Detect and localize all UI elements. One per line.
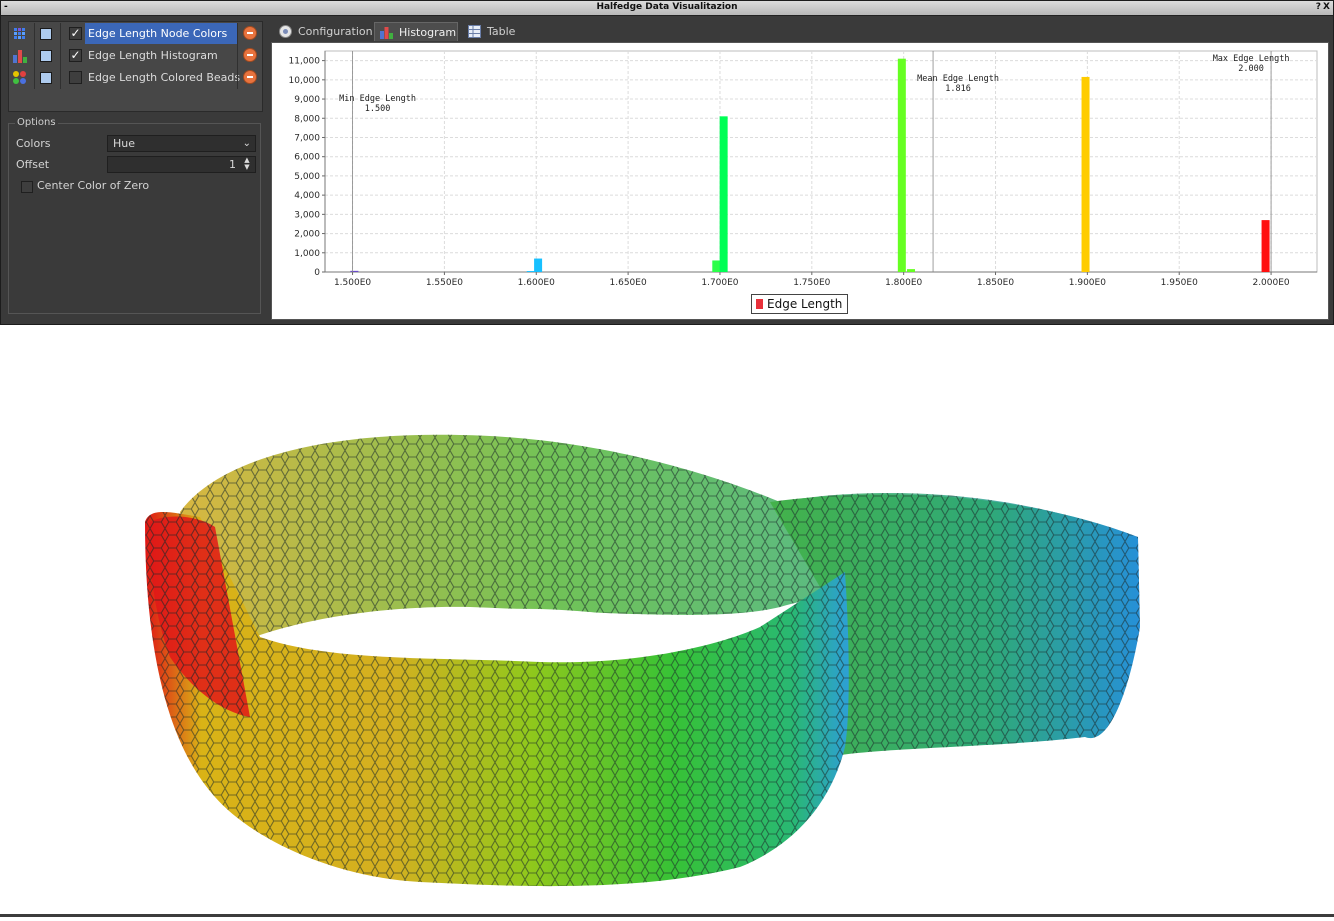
histogram-icon xyxy=(380,26,393,39)
x-tick-label: 1.700E0 xyxy=(701,278,738,288)
plot-area xyxy=(324,50,1318,273)
stat-marker-value: 1.816 xyxy=(945,84,971,94)
center-zero-checkbox[interactable] xyxy=(21,181,33,193)
colored-beads-icon xyxy=(12,70,28,86)
halfedge-data-window: - Halfedge Data Visualitazion ? X ✓ Edge… xyxy=(0,0,1334,325)
tab-label: Configuration xyxy=(298,25,373,38)
histogram-bar xyxy=(907,269,916,272)
x-tick-label: 1.950E0 xyxy=(1161,278,1198,288)
tab-configuration[interactable]: Configuration xyxy=(274,22,373,41)
layer-list: ✓ Edge Length Node Colors ✓ Edge Leng xyxy=(8,21,263,112)
legend-label: Edge Length xyxy=(767,297,843,311)
offset-value: 1 xyxy=(229,158,236,171)
options-legend: Options xyxy=(15,117,58,128)
left-panel: ✓ Edge Length Node Colors ✓ Edge Leng xyxy=(8,21,263,314)
layer-row-histogram[interactable]: ✓ Edge Length Histogram xyxy=(10,45,261,67)
x-tick-label: 1.750E0 xyxy=(793,278,830,288)
y-tick-label: 10,000 xyxy=(289,76,321,86)
help-button[interactable]: ? xyxy=(1315,2,1321,12)
y-tick-label: 0 xyxy=(314,268,320,278)
x-tick-label: 1.900E0 xyxy=(1069,278,1106,288)
visibility-toggle[interactable] xyxy=(40,72,52,84)
x-tick-label: 1.550E0 xyxy=(426,278,463,288)
visibility-toggle[interactable] xyxy=(40,28,52,40)
tab-histogram[interactable]: Histogram xyxy=(374,22,458,41)
table-icon xyxy=(468,25,481,38)
chevron-down-icon: ⌄ xyxy=(242,138,251,149)
histogram-bar xyxy=(719,116,728,272)
y-tick-label: 4,000 xyxy=(294,191,320,201)
tab-table[interactable]: Table xyxy=(463,22,523,41)
colors-select-value: Hue xyxy=(113,137,136,150)
y-tick-label: 3,000 xyxy=(294,210,320,220)
histogram-icon xyxy=(12,48,28,64)
histogram-bar xyxy=(897,58,906,273)
remove-layer-button[interactable] xyxy=(243,26,257,40)
stat-marker-value: 1.500 xyxy=(365,104,391,114)
y-tick-label: 6,000 xyxy=(294,153,320,163)
close-button[interactable]: X xyxy=(1323,2,1330,12)
colors-select[interactable]: Hue ⌄ xyxy=(107,135,256,152)
y-tick-label: 8,000 xyxy=(294,114,320,124)
y-tick-label: 11,000 xyxy=(289,57,321,67)
layer-name: Edge Length Colored Beads xyxy=(88,71,241,84)
options-group: Options Colors Hue ⌄ Offset 1 ▲ ▼ Center … xyxy=(8,117,261,314)
offset-spinner[interactable]: 1 ▲ ▼ xyxy=(107,156,256,173)
histogram-bar xyxy=(1261,220,1270,272)
layer-enable-checkbox[interactable]: ✓ xyxy=(69,48,82,62)
y-tick-label: 5,000 xyxy=(294,172,320,182)
title-bar: - Halfedge Data Visualitazion ? X xyxy=(1,1,1333,16)
layer-name: Edge Length Histogram xyxy=(88,49,218,62)
stat-marker-label: Mean Edge Length xyxy=(917,74,999,84)
histogram-bar xyxy=(526,271,535,272)
stat-marker-label: Max Edge Length xyxy=(1213,54,1290,64)
histogram-bar xyxy=(712,260,721,272)
x-tick-label: 1.800E0 xyxy=(885,278,922,288)
histogram-chart: 0 1,000 2,000 3,000 4,000 5,000 6,000 7,000 8,00… xyxy=(289,50,1318,288)
stat-marker-value: 2.000 xyxy=(1238,64,1264,74)
colors-label: Colors xyxy=(16,137,51,150)
center-zero-label: Center Color of Zero xyxy=(37,179,150,192)
histogram-bar xyxy=(1081,76,1090,272)
y-tick-label: 2,000 xyxy=(294,230,320,240)
3d-viewport[interactable] xyxy=(0,327,1334,917)
histogram-panel: 0 1,000 2,000 3,000 4,000 5,000 6,000 7,000 8,00… xyxy=(271,42,1329,320)
y-tick-label: 7,000 xyxy=(294,133,320,143)
visibility-toggle[interactable] xyxy=(40,50,52,62)
y-tick-label: 1,000 xyxy=(294,249,320,259)
x-tick-label: 1.650E0 xyxy=(610,278,647,288)
x-tick-label: 1.850E0 xyxy=(977,278,1014,288)
histogram-bar xyxy=(350,270,359,272)
bottom-divider xyxy=(0,914,1334,917)
offset-label: Offset xyxy=(16,158,50,171)
node-colors-icon xyxy=(12,26,28,42)
layer-row-node-colors[interactable]: ✓ Edge Length Node Colors xyxy=(10,23,261,45)
stat-marker-label: Min Edge Length xyxy=(339,94,416,104)
x-tick-label: 1.500E0 xyxy=(334,278,371,288)
tab-label: Table xyxy=(487,25,516,38)
x-tick-label: 1.600E0 xyxy=(518,278,555,288)
mobius-strip-render xyxy=(145,434,1140,887)
remove-layer-button[interactable] xyxy=(243,70,257,84)
system-menu-button[interactable]: - xyxy=(4,2,8,12)
y-tick-label: 9,000 xyxy=(294,95,320,105)
remove-layer-button[interactable] xyxy=(243,48,257,62)
layer-enable-checkbox[interactable] xyxy=(69,71,82,84)
tab-label: Histogram xyxy=(399,26,457,39)
x-tick-label: 2.000E0 xyxy=(1252,278,1289,288)
gear-icon xyxy=(279,25,292,38)
legend-swatch xyxy=(756,299,763,309)
layer-row-colored-beads[interactable]: Edge Length Colored Beads xyxy=(10,67,261,89)
histogram-bar xyxy=(534,258,543,272)
chart-legend: Edge Length xyxy=(751,294,849,314)
layer-name: Edge Length Node Colors xyxy=(85,23,237,44)
spinner-arrows-icon[interactable]: ▲ ▼ xyxy=(244,156,250,171)
window-title: Halfedge Data Visualitazion xyxy=(596,2,738,12)
layer-enable-checkbox[interactable]: ✓ xyxy=(69,26,82,40)
